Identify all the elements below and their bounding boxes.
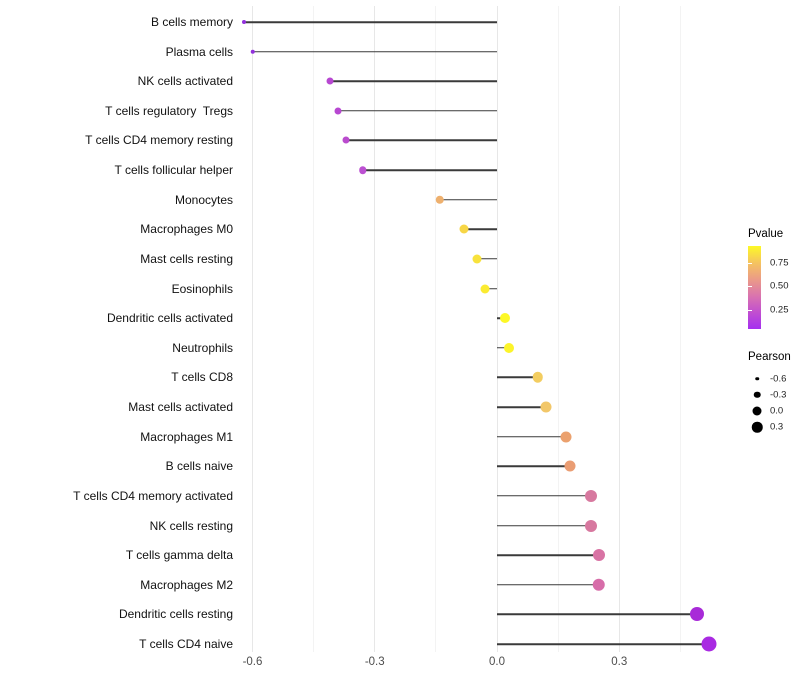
x-tick-label: -0.3: [364, 656, 385, 668]
pvalue-tick-mark: [748, 263, 752, 265]
data-point: [701, 636, 717, 652]
row-label: Mast cells activated: [128, 400, 233, 415]
pearson-legend-label: 0.0: [770, 405, 784, 417]
data-point: [250, 49, 255, 54]
pearson-legend-dot: [752, 406, 762, 416]
pvalue-legend-title: Pvalue: [748, 228, 784, 240]
lollipop-stem: [439, 198, 497, 201]
gridline-major: [496, 6, 498, 652]
row-label: Mast cells resting: [140, 251, 233, 266]
lollipop-stem: [497, 613, 697, 616]
row-label: Eosinophils: [171, 281, 233, 296]
row-label: Macrophages M2: [140, 577, 233, 592]
lollipop-stem: [346, 139, 497, 142]
lollipop-stem: [497, 465, 571, 468]
pvalue-tick-label: 0.50: [770, 280, 789, 292]
pearson-legend-dot: [751, 422, 763, 433]
data-point: [564, 460, 576, 472]
data-point: [689, 607, 704, 622]
gridline-minor: [313, 6, 315, 652]
pearson-legend-label: 0.3: [770, 421, 784, 433]
row-label: Dendritic cells resting: [118, 607, 233, 622]
data-point: [532, 372, 543, 383]
x-tick-label: -0.6: [242, 656, 263, 668]
row-label: Macrophages M1: [140, 429, 233, 444]
data-point: [342, 136, 350, 144]
lollipop-stem: [497, 495, 591, 497]
pearson-legend-label: -0.6: [770, 373, 787, 384]
lollipop-stem: [497, 584, 599, 586]
row-label: NK cells resting: [149, 518, 233, 533]
data-point: [540, 401, 552, 413]
lollipop-stem: [244, 21, 497, 23]
lollipop-stem: [497, 643, 709, 645]
data-point: [435, 195, 445, 204]
row-label: T cells gamma delta: [125, 548, 233, 563]
pvalue-tick-label: 0.75: [770, 257, 789, 269]
row-label: Dendritic cells activated: [106, 311, 233, 326]
data-point: [459, 224, 469, 234]
lollipop-stem: [497, 524, 591, 527]
pvalue-tick-mark: [748, 285, 752, 287]
lollipop-stem: [497, 435, 567, 438]
data-point: [500, 313, 511, 324]
row-label: B cells memory: [150, 15, 233, 29]
row-label: T cells CD4 naive: [139, 637, 233, 652]
data-point: [592, 578, 606, 592]
row-label: Plasma cells: [165, 44, 233, 59]
row-label: T cells CD8: [171, 370, 233, 385]
gridline-minor: [679, 6, 681, 652]
lollipop-stem: [497, 406, 546, 408]
row-label: B cells naive: [165, 459, 233, 474]
row-label: Macrophages M0: [140, 222, 233, 237]
row-label: Monocytes: [174, 192, 233, 207]
data-point: [242, 20, 247, 24]
row-label: T cells regulatory Tregs: [105, 103, 233, 118]
data-point: [334, 107, 342, 115]
lollipop-stem: [362, 169, 497, 171]
pvalue-tick-mark: [748, 309, 752, 311]
data-point: [560, 431, 572, 443]
lollipop-stem: [476, 258, 497, 260]
gridline-minor: [557, 6, 559, 652]
lollipop-stem: [252, 50, 497, 53]
row-label: NK cells activated: [137, 74, 233, 89]
lollipop-stem: [497, 376, 538, 379]
data-point: [480, 284, 490, 294]
lollipop-stem: [497, 554, 599, 556]
lollipop-stem: [484, 287, 497, 290]
data-point: [584, 489, 597, 502]
lollipop-stem: [464, 228, 497, 231]
gridline-major: [618, 6, 620, 652]
row-label: T cells CD4 memory activated: [73, 488, 233, 503]
pearson-legend-label: -0.3: [770, 389, 787, 401]
pvalue-gradient-bar: [748, 246, 761, 329]
gridline-minor: [435, 6, 437, 652]
x-tick-label: 0.0: [489, 656, 505, 668]
row-label: T cells CD4 memory resting: [85, 133, 233, 148]
row-label: T cells follicular helper: [114, 163, 234, 178]
gridline-major: [374, 6, 376, 652]
pearson-legend-title: Pearson: [748, 351, 791, 363]
data-point: [472, 254, 482, 264]
lollipop-stem: [338, 110, 497, 112]
pearson-legend-dot: [755, 376, 759, 381]
pvalue-tick-label: 0.25: [770, 304, 789, 316]
data-point: [592, 549, 605, 562]
data-point: [504, 342, 515, 353]
pearson-legend-dot: [753, 391, 761, 399]
x-tick-label: 0.3: [611, 656, 628, 668]
row-label: Neutrophils: [172, 340, 233, 355]
data-point: [326, 77, 334, 85]
lollipop-stem: [497, 347, 510, 349]
data-point: [358, 166, 367, 174]
data-point: [584, 519, 597, 532]
gridline-major: [252, 6, 253, 652]
lollipop-stem: [329, 80, 497, 82]
